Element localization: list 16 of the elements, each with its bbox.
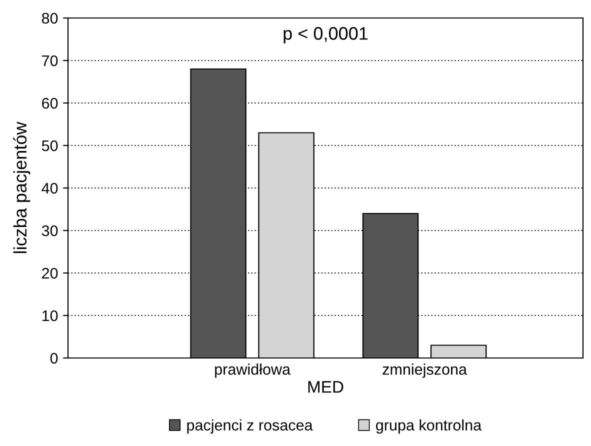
y-tick-label: 20: [42, 268, 58, 279]
y-tick-label: 70: [42, 55, 58, 66]
x-tick-label: prawidłowa: [215, 364, 291, 378]
y-axis-title: liczba pacjentów: [13, 122, 30, 254]
y-tick-label: 80: [42, 12, 58, 24]
y-tick-label: 60: [42, 98, 58, 109]
y-tick-label: 50: [42, 140, 58, 152]
annotation: p < 0,0001: [284, 27, 368, 44]
legend-label: grupa kontrolna: [376, 419, 482, 434]
legend-label: pacjenci z rosacea: [187, 419, 313, 434]
y-tick-label: 10: [42, 310, 58, 322]
y-tick-label: 0: [50, 352, 58, 364]
y-tick-label: 30: [42, 225, 58, 236]
x-axis-title: MED: [308, 381, 344, 393]
x-tick-label: zmniejszona: [382, 364, 467, 378]
y-tick-label: 40: [42, 182, 58, 194]
